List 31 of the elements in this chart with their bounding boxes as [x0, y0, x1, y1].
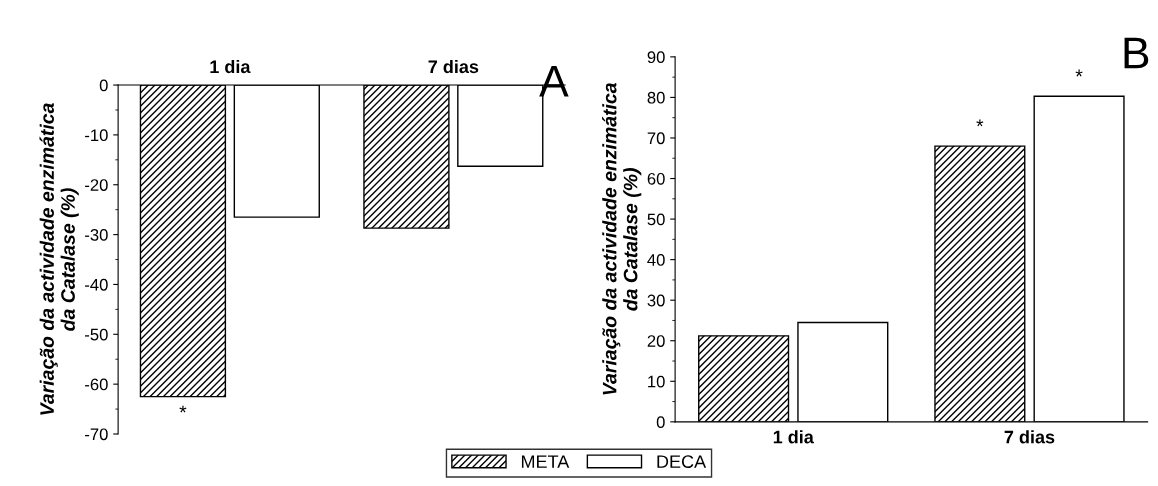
- y-tick-label: 0: [99, 79, 108, 92]
- annotation: B: [1124, 37, 1149, 69]
- y-tick-label: 30: [647, 294, 665, 307]
- y-axis-title: Variação da actividade enzimática da Catalase (%): [602, 83, 642, 395]
- x-tick-label: 1 dia: [210, 59, 251, 74]
- y-tick-label: 90: [647, 51, 665, 64]
- y-tick-label: -70: [85, 428, 108, 441]
- data-label: *: [179, 405, 187, 413]
- data-label: *: [976, 119, 984, 127]
- x-tick-label: 1 dia: [773, 430, 814, 444]
- y-tick-label: 60: [647, 172, 665, 185]
- x-tick-label: 7 dias: [428, 59, 479, 74]
- y-tick-label: 70: [647, 132, 665, 145]
- y-tick-label: 0: [656, 416, 665, 429]
- y-tick-label: 80: [647, 91, 665, 104]
- x-tick-label: 7 dias: [1004, 430, 1055, 444]
- legend-label: META: [521, 455, 570, 468]
- data-label: *: [1075, 69, 1083, 77]
- y-tick-label: 20: [647, 335, 665, 347]
- y-tick-label: -20: [85, 179, 108, 191]
- legend-label: DECA: [657, 455, 707, 468]
- y-tick-label: 40: [647, 254, 665, 266]
- annotation: A: [539, 65, 569, 97]
- y-tick-label: -40: [85, 278, 108, 291]
- y-tick-label: 10: [648, 375, 665, 388]
- y-tick-label: -50: [85, 328, 108, 341]
- y-axis-title: Variação da actividade enzimática da Catalase (%): [39, 103, 79, 415]
- y-tick-label: -30: [85, 229, 108, 241]
- y-tick-label: 50: [647, 213, 665, 226]
- y-tick-label: -60: [85, 378, 108, 391]
- y-tick-label: -10: [85, 129, 108, 142]
